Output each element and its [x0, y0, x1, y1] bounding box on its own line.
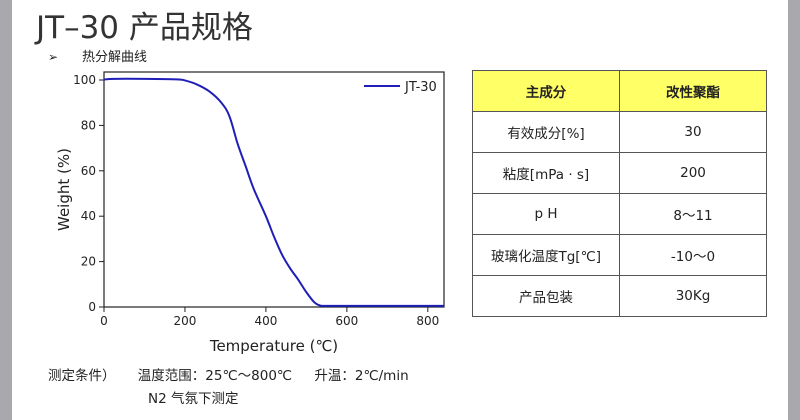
table-cell: 30Kg	[619, 275, 767, 317]
spec-table: 主成分 改性聚酯 有效成分[%] 30 粘度[mPa · s] 200 p H …	[472, 70, 767, 317]
x-tick-label: 800	[416, 314, 439, 328]
table-row: 粘度[mPa · s] 200	[472, 152, 767, 194]
table-row: p H 8～11	[472, 193, 767, 235]
conditions-line-2: N2 气氛下测定	[148, 391, 239, 407]
x-tick-label: 0	[100, 314, 108, 328]
x-tick-label: 600	[335, 314, 358, 328]
table-cell: 有效成分[%]	[472, 111, 620, 153]
table-cell: 产品包装	[472, 275, 620, 317]
table-cell: 30	[619, 111, 767, 153]
temp-range: 温度范围：25℃～800℃	[137, 368, 293, 384]
table-cell: 粘度[mPa · s]	[472, 152, 620, 194]
table-row: 有效成分[%] 30	[472, 111, 767, 153]
table-row: 玻璃化温度Tg[℃] -10～0	[472, 234, 767, 276]
legend-label: JT-30	[404, 80, 437, 95]
table-header-cell: 主成分	[472, 70, 620, 112]
conditions-label: 测定条件）	[48, 368, 116, 384]
y-tick-label: 0	[88, 300, 96, 314]
bullet-text: 热分解曲线	[82, 50, 148, 65]
heating-rate: 升温：2℃/min	[314, 368, 409, 384]
y-tick-label: 60	[81, 164, 96, 178]
y-tick-label: 40	[81, 209, 96, 223]
conditions-line-1: 测定条件） 温度范围：25℃～800℃ 升温：2℃/min	[48, 364, 427, 384]
x-tick-label: 400	[254, 314, 277, 328]
y-tick-label: 80	[81, 118, 96, 132]
series-line-jt30	[103, 77, 444, 307]
table-cell: 8～11	[619, 193, 767, 235]
table-cell: 玻璃化温度Tg[℃]	[472, 234, 620, 276]
arrow-bullet-icon: ➢	[48, 50, 59, 64]
table-cell: 200	[619, 152, 767, 194]
page-title: JT–30 产品规格	[36, 10, 253, 46]
table-header-cell: 改性聚酯	[619, 70, 767, 112]
plot-frame	[103, 71, 445, 308]
table-row: 产品包装 30Kg	[472, 275, 767, 317]
y-tick-label: 20	[81, 255, 96, 269]
bullet-line: ➢ 热分解曲线	[48, 46, 147, 65]
x-tick-label: 200	[173, 314, 196, 328]
table-header-row: 主成分 改性聚酯	[472, 70, 767, 112]
table-cell: -10～0	[619, 234, 767, 276]
table-cell: p H	[472, 193, 620, 235]
x-axis-label: Temperature (℃)	[209, 337, 338, 355]
y-tick-label: 100	[73, 73, 96, 87]
y-axis-label: Weight (%)	[55, 148, 73, 231]
